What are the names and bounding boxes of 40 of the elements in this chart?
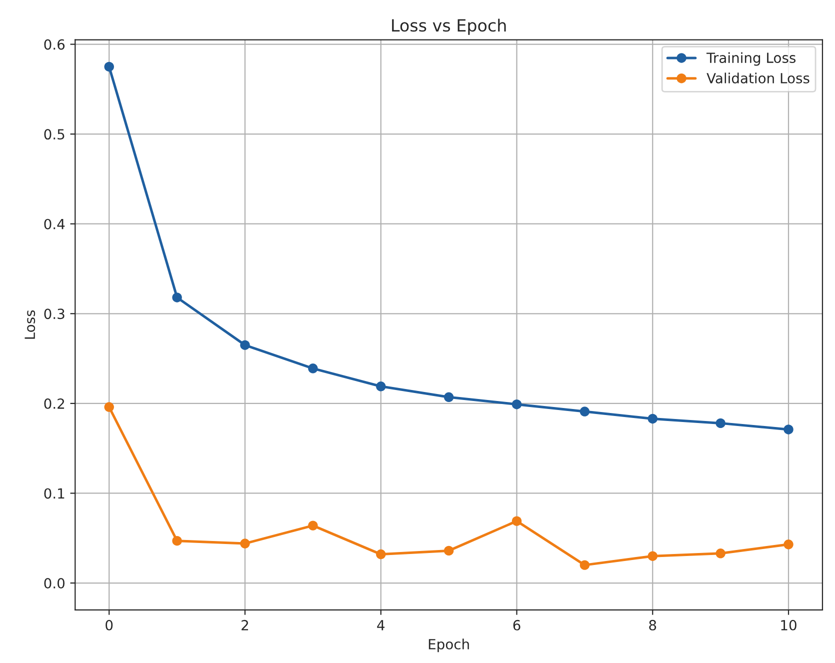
y-tick-label: 0.2: [44, 398, 64, 409]
legend-label: Training Loss: [706, 52, 796, 66]
point: [308, 520, 318, 530]
chart-title: Loss vs Epoch: [392, 18, 506, 35]
legend-label: Validation Loss: [706, 72, 810, 84]
y-tick-label: 0.4: [44, 218, 65, 230]
point: [104, 62, 114, 72]
point: [172, 536, 182, 546]
point: [784, 540, 794, 550]
point: [444, 392, 454, 402]
x-tick-label: 4: [377, 620, 385, 630]
y-tick-label: 0.5: [44, 129, 64, 140]
point: [444, 546, 454, 556]
point: [240, 538, 250, 548]
x-tick-label: 2: [242, 620, 248, 630]
x-tick-label: 8: [649, 620, 656, 630]
y-tick-label: 0.6: [44, 39, 65, 50]
point: [512, 399, 522, 410]
point: [784, 424, 794, 434]
x-tick-label: 6: [513, 620, 520, 630]
point: [308, 364, 318, 374]
point: [716, 548, 726, 558]
y-tick-label: 0.3: [44, 308, 64, 320]
y-tick-label: 0.0: [44, 578, 65, 588]
point: [716, 418, 726, 428]
point: [376, 382, 386, 392]
x-tick-label: 0: [106, 620, 113, 630]
point: [648, 414, 658, 424]
point: [648, 551, 658, 561]
point: [240, 340, 250, 350]
y-tick-label: 0.1: [44, 488, 64, 499]
point: [512, 516, 522, 526]
point: [376, 549, 386, 560]
x-tick-label: 10: [781, 620, 796, 630]
x-axis-title: Epoch: [428, 638, 469, 652]
point: [580, 406, 590, 416]
point: [172, 292, 182, 302]
point: [104, 402, 114, 412]
y-axis-title: Loss: [24, 310, 36, 339]
point: [580, 560, 590, 570]
